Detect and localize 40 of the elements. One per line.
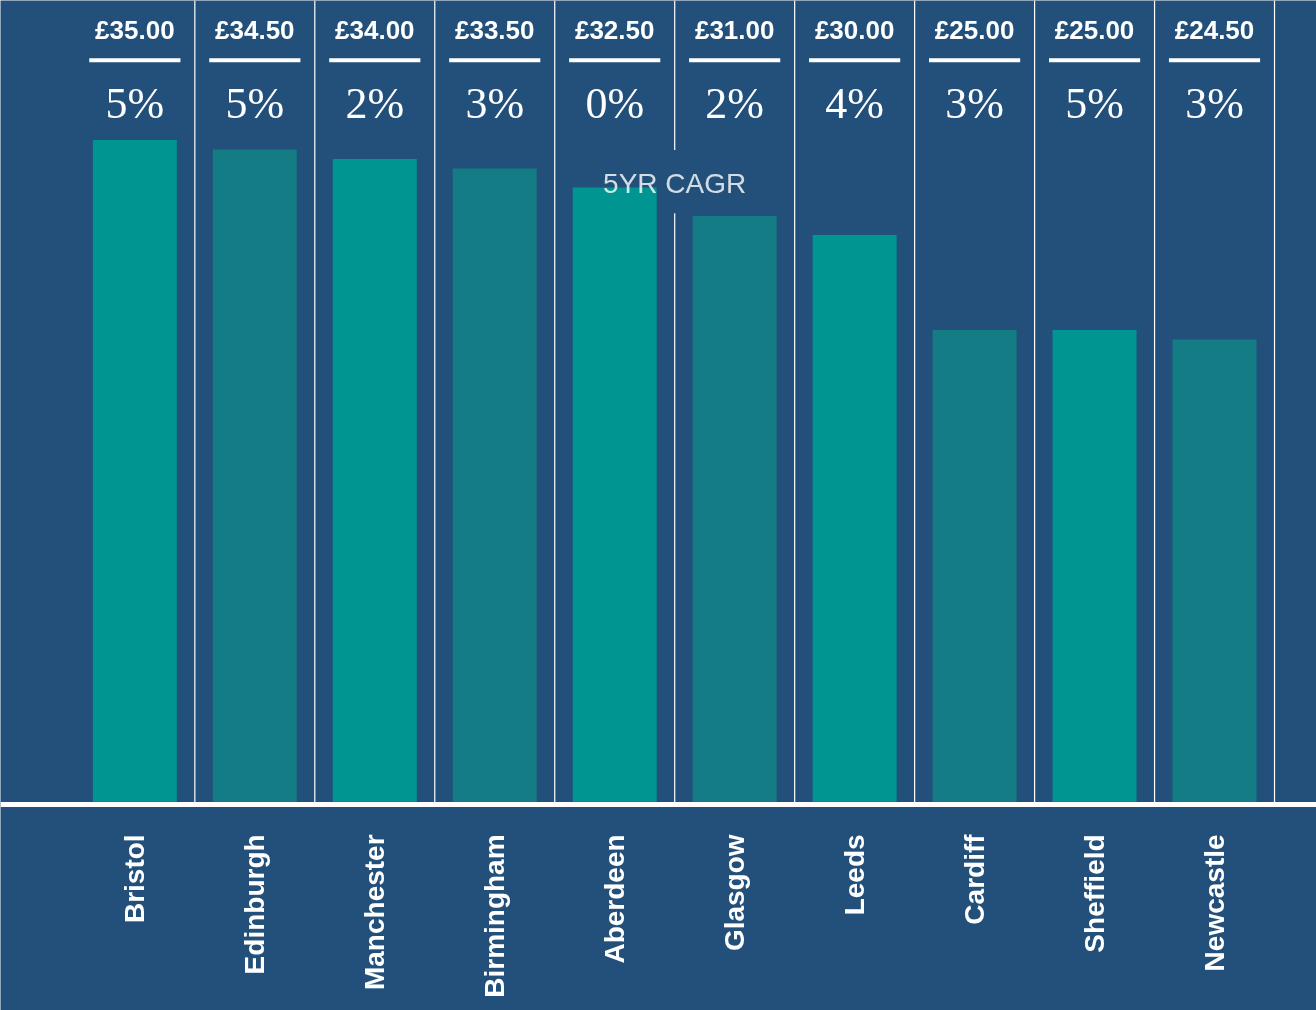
bar xyxy=(212,149,297,805)
bar xyxy=(1172,339,1257,805)
data-label: £34.00 xyxy=(335,15,415,46)
x-tick-label: Glasgow xyxy=(719,834,751,952)
x-tick-label: Edinburgh xyxy=(239,834,271,975)
text: 3% xyxy=(465,78,525,128)
text: 4% xyxy=(825,78,884,128)
x-tick-label: Leeds xyxy=(839,834,871,916)
data-label: £31.00 xyxy=(694,15,775,46)
data-label: £30.00 xyxy=(814,15,895,46)
annotation: 5YR CAGR xyxy=(603,167,747,199)
x-tick-label: Manchester xyxy=(359,834,391,991)
text: 5% xyxy=(105,78,165,128)
data-label: £32.50 xyxy=(574,15,655,46)
text: 2% xyxy=(345,78,405,128)
data-label: £25.00 xyxy=(934,15,1015,46)
data-label: £33.50 xyxy=(454,15,535,46)
bar xyxy=(332,159,417,805)
bar xyxy=(932,329,1017,805)
x-tick-label: Sheffield xyxy=(1079,834,1111,953)
text: 0% xyxy=(585,78,645,128)
text: 2% xyxy=(705,78,765,128)
x-tick-label: Birmingham xyxy=(479,834,511,998)
data-label: £34.50 xyxy=(215,15,295,46)
text: 3% xyxy=(945,78,1004,128)
data-label: £35.00 xyxy=(95,15,175,46)
text: 5% xyxy=(225,78,285,128)
bar xyxy=(452,168,537,805)
x-tick-label: Cardiff xyxy=(959,833,991,925)
data-label: £24.50 xyxy=(1174,15,1255,46)
bar xyxy=(1052,329,1137,805)
text: 3% xyxy=(1185,78,1244,128)
x-tick-label: Bristol xyxy=(119,834,151,924)
bar xyxy=(692,215,777,805)
data-label: £25.00 xyxy=(1054,15,1135,46)
x-tick-label: Newcastle xyxy=(1199,834,1231,972)
x-tick-label: Aberdeen xyxy=(599,834,631,964)
bar xyxy=(812,234,897,805)
bar xyxy=(92,140,177,805)
text: 5% xyxy=(1065,78,1124,128)
